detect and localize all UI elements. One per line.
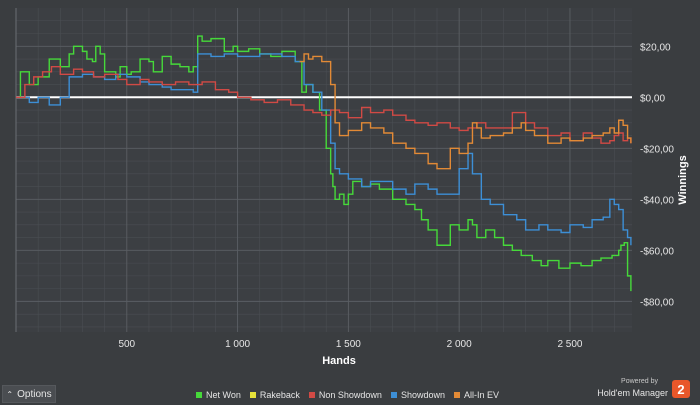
y-tick-label: $0,00: [640, 93, 665, 104]
x-tick-label: 500: [118, 339, 135, 350]
options-button[interactable]: ⌃ Options: [2, 385, 56, 403]
y-axis-title: Winnings: [677, 155, 689, 204]
powered-by-text: Powered by: [621, 378, 658, 385]
y-tick-label: $20,00: [640, 42, 671, 53]
y-tick-label: -$20,00: [640, 144, 674, 155]
legend-label: Non Showdown: [318, 390, 382, 400]
legend-item-rakeback[interactable]: Rakeback: [249, 390, 300, 400]
y-tick-label: -$40,00: [640, 195, 674, 206]
chart-legend: Net Won Rakeback Non Showdown Showdown All-I…: [196, 388, 499, 402]
series-line-showdown: [16, 53, 632, 246]
legend-swatch: [196, 392, 202, 398]
y-tick-label: -$60,00: [640, 246, 674, 257]
brand-logo: 2: [672, 380, 690, 398]
legend-item-non-showdown[interactable]: Non Showdown: [308, 390, 382, 400]
legend-swatch: [390, 392, 397, 398]
y-tick-label: -$80,00: [640, 297, 674, 308]
options-label: Options: [17, 388, 52, 400]
legend-item-all-in-ev[interactable]: All-In EV: [453, 390, 499, 400]
chevron-up-icon: ⌃: [6, 389, 14, 399]
x-tick-label: 1 500: [336, 339, 361, 350]
legend-label: Rakeback: [259, 390, 300, 400]
x-tick-label: 1 000: [225, 339, 250, 350]
legend-item-showdown[interactable]: Showdown: [390, 390, 445, 400]
brand-name: Hold'em Manager: [597, 388, 668, 398]
plot-area: [16, 8, 632, 332]
legend-label: All-In EV: [463, 390, 499, 400]
series-line-non-showdown: [16, 65, 632, 144]
legend-item-net-won[interactable]: Net Won: [196, 390, 241, 400]
legend-swatch: [453, 392, 460, 398]
legend-swatch: [249, 392, 256, 398]
legend-label: Showdown: [400, 390, 445, 400]
x-tick-label: 2 500: [557, 339, 582, 350]
legend-label: Net Won: [206, 390, 241, 400]
x-axis-title: Hands: [322, 355, 356, 367]
branding: Powered by Hold'em Manager 2: [588, 377, 698, 403]
x-tick-label: 2 000: [447, 339, 472, 350]
series-line-all-in-ev: [299, 53, 632, 170]
legend-swatch: [308, 392, 315, 398]
